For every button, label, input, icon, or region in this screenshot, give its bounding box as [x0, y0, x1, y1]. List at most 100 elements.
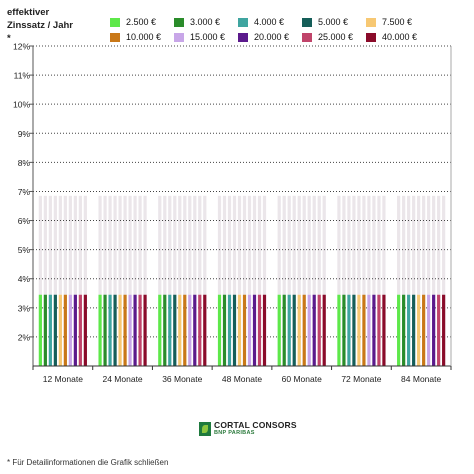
y-axis-label-line-2: Zinssatz / Jahr * — [7, 20, 73, 44]
bar — [222, 294, 227, 366]
legend-item: 10.000 € — [110, 31, 161, 43]
bar — [217, 294, 222, 366]
x-tick-label: 72 Monate — [341, 374, 381, 384]
bar — [262, 294, 267, 366]
cortal-consors-logo: CORTAL CONSORS BNP PARIBAS — [199, 420, 297, 438]
band-stripe — [237, 195, 242, 295]
bar — [432, 294, 436, 366]
bar — [83, 294, 87, 366]
band-stripe — [292, 195, 296, 295]
band-stripe — [48, 195, 52, 295]
bar — [312, 294, 316, 366]
legend-label: 15.000 € — [190, 31, 226, 42]
legend-label: 5.000 € — [318, 16, 349, 27]
legend-label: 40.000 € — [382, 31, 418, 42]
band-stripe — [203, 195, 207, 295]
x-tick-label: 24 Monate — [102, 374, 142, 384]
legend-label: 10.000 € — [126, 31, 162, 42]
band-stripe — [442, 195, 446, 295]
band-stripe — [133, 195, 137, 295]
y-tick-label: 2% — [18, 332, 31, 342]
leaf-logo-icon — [199, 422, 211, 436]
band-stripe — [282, 195, 286, 295]
band-stripe — [337, 195, 341, 295]
legend-swatch — [366, 32, 376, 42]
bar — [397, 294, 401, 366]
plot-area — [33, 46, 451, 366]
bar — [227, 294, 232, 366]
legend-swatch — [302, 32, 312, 42]
bar — [247, 294, 252, 366]
bar — [407, 294, 411, 366]
bar — [422, 294, 426, 366]
band-stripe — [188, 195, 192, 295]
band-stripe — [103, 195, 107, 295]
bar — [133, 294, 137, 366]
bar — [163, 294, 167, 366]
bar — [113, 294, 117, 366]
legend-label: 20.000 € — [254, 31, 290, 42]
chart-legend: 2.500 € 3.000 € 4.000 € 5.000 € 7.500 € 10.00… — [110, 16, 474, 46]
band-stripe — [377, 195, 381, 295]
band-stripe — [113, 195, 117, 295]
band-stripe — [417, 195, 421, 295]
band-stripe — [242, 195, 247, 295]
bar — [402, 294, 406, 366]
band-stripe — [73, 195, 77, 295]
bar — [43, 294, 47, 366]
band-stripe — [322, 195, 326, 295]
bar — [417, 294, 421, 366]
legend-item: 2.500 € — [110, 16, 156, 28]
logo-line-2: BNP PARIBAS — [214, 430, 255, 436]
band-stripe — [183, 195, 187, 295]
band-stripe — [412, 195, 416, 295]
band-stripe — [78, 195, 82, 295]
legend-item: 4.000 € — [238, 16, 284, 28]
bar — [183, 294, 187, 366]
band-stripe — [158, 195, 162, 295]
band-stripe — [397, 195, 401, 295]
band-stripe — [163, 195, 167, 295]
band-stripe — [118, 195, 122, 295]
band-stripe — [138, 195, 142, 295]
legend-item: 40.000 € — [366, 31, 417, 43]
bar — [307, 294, 311, 366]
x-tick-label: 60 Monate — [282, 374, 322, 384]
band-stripe — [352, 195, 356, 295]
band-stripe — [362, 195, 366, 295]
band-stripe — [247, 195, 252, 295]
band-stripe — [432, 195, 436, 295]
x-tick-label: 12 Monate — [43, 374, 83, 384]
bar-chart: 2% 3% 4% 5% 6% 7% 8% 9% 10% 11% 12% 12 Monate 24 Mon… — [13, 42, 452, 384]
legend-item: 3.000 € — [174, 16, 220, 28]
bar — [232, 294, 237, 366]
legend-swatch — [110, 17, 120, 27]
band-stripe — [53, 195, 57, 295]
band-stripe — [143, 195, 147, 295]
y-tick-label: 6% — [18, 216, 31, 226]
legend-item: 5.000 € — [302, 16, 348, 28]
band-stripe — [38, 195, 42, 295]
legend-label: 25.000 € — [318, 31, 354, 42]
band-stripe — [297, 195, 301, 295]
y-tick-label: 11% — [14, 71, 31, 81]
band-stripe — [108, 195, 112, 295]
band-stripe — [382, 195, 386, 295]
y-tick-label: 10% — [13, 100, 30, 110]
band-stripe — [43, 195, 47, 295]
bar — [372, 294, 376, 366]
y-tick-label: 7% — [18, 187, 31, 197]
legend-label: 2.500 € — [126, 16, 157, 27]
bar — [118, 294, 122, 366]
legend-label: 3.000 € — [190, 16, 221, 27]
legend-swatch — [174, 32, 184, 42]
legend-swatch — [238, 17, 248, 27]
y-tick-label: 5% — [18, 245, 31, 255]
bar — [357, 294, 361, 366]
band-stripe — [83, 195, 87, 295]
band-stripe — [193, 195, 197, 295]
band-stripe — [427, 195, 431, 295]
band-stripe — [277, 195, 281, 295]
bar — [382, 294, 386, 366]
y-tick-label: 4% — [18, 274, 31, 284]
